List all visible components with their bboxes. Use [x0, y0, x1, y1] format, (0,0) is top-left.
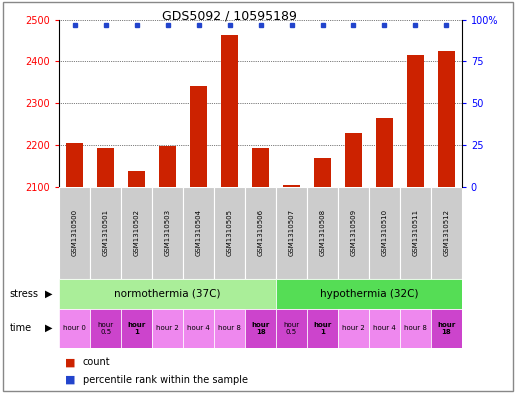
FancyBboxPatch shape — [59, 309, 90, 348]
FancyBboxPatch shape — [121, 309, 152, 348]
FancyBboxPatch shape — [214, 187, 245, 279]
Text: hour
1: hour 1 — [127, 321, 146, 335]
Text: hour
1: hour 1 — [313, 321, 332, 335]
Bar — [314, 158, 331, 187]
FancyBboxPatch shape — [431, 187, 462, 279]
Bar — [221, 35, 238, 187]
Text: GSM1310511: GSM1310511 — [412, 209, 418, 256]
Text: hour 4: hour 4 — [187, 325, 210, 331]
Text: percentile rank within the sample: percentile rank within the sample — [83, 375, 248, 385]
Text: GDS5092 / 10595189: GDS5092 / 10595189 — [162, 10, 297, 23]
Text: GSM1310505: GSM1310505 — [227, 209, 233, 256]
FancyBboxPatch shape — [183, 309, 214, 348]
Bar — [67, 143, 84, 187]
Text: GSM1310504: GSM1310504 — [196, 209, 202, 256]
Text: ▶: ▶ — [45, 323, 53, 333]
Bar — [252, 148, 269, 187]
FancyBboxPatch shape — [276, 279, 462, 309]
Text: hour
18: hour 18 — [251, 321, 270, 335]
Text: GSM1310502: GSM1310502 — [134, 209, 140, 256]
Text: ▶: ▶ — [45, 289, 53, 299]
Text: GSM1310510: GSM1310510 — [381, 209, 388, 256]
Text: GSM1310507: GSM1310507 — [288, 209, 295, 256]
FancyBboxPatch shape — [400, 187, 431, 279]
Text: GSM1310501: GSM1310501 — [103, 209, 109, 256]
Text: hour
0.5: hour 0.5 — [98, 321, 114, 335]
Bar — [159, 146, 176, 187]
FancyBboxPatch shape — [276, 309, 307, 348]
Text: GSM1310503: GSM1310503 — [165, 209, 171, 256]
FancyBboxPatch shape — [90, 187, 121, 279]
Bar — [190, 86, 207, 187]
FancyBboxPatch shape — [152, 187, 183, 279]
Text: GSM1310512: GSM1310512 — [443, 209, 449, 256]
FancyBboxPatch shape — [338, 309, 369, 348]
Text: hour 2: hour 2 — [156, 325, 179, 331]
Bar — [283, 185, 300, 187]
Text: time: time — [9, 323, 31, 333]
FancyBboxPatch shape — [183, 187, 214, 279]
Text: GSM1310508: GSM1310508 — [319, 209, 326, 256]
Text: hour 0: hour 0 — [63, 325, 86, 331]
Text: hour
18: hour 18 — [437, 321, 456, 335]
FancyBboxPatch shape — [214, 309, 245, 348]
FancyBboxPatch shape — [369, 309, 400, 348]
Bar — [128, 171, 146, 187]
FancyBboxPatch shape — [59, 187, 90, 279]
Text: hour 8: hour 8 — [218, 325, 241, 331]
Bar — [97, 148, 115, 187]
FancyBboxPatch shape — [431, 309, 462, 348]
Text: normothermia (37C): normothermia (37C) — [115, 289, 221, 299]
Bar — [345, 133, 362, 187]
Text: stress: stress — [9, 289, 38, 299]
Text: hour 4: hour 4 — [373, 325, 396, 331]
Text: GSM1310500: GSM1310500 — [72, 209, 78, 256]
FancyBboxPatch shape — [338, 187, 369, 279]
FancyBboxPatch shape — [59, 279, 276, 309]
Text: count: count — [83, 358, 110, 367]
Bar — [376, 118, 393, 187]
Text: ■: ■ — [64, 375, 75, 385]
FancyBboxPatch shape — [152, 309, 183, 348]
FancyBboxPatch shape — [245, 309, 276, 348]
FancyBboxPatch shape — [400, 309, 431, 348]
FancyBboxPatch shape — [369, 187, 400, 279]
Text: hypothermia (32C): hypothermia (32C) — [320, 289, 418, 299]
Text: GSM1310509: GSM1310509 — [350, 209, 357, 256]
Text: hour 2: hour 2 — [342, 325, 365, 331]
Text: ■: ■ — [64, 358, 75, 367]
FancyBboxPatch shape — [90, 309, 121, 348]
FancyBboxPatch shape — [245, 187, 276, 279]
Text: hour 8: hour 8 — [404, 325, 427, 331]
Bar — [407, 55, 424, 187]
Text: GSM1310506: GSM1310506 — [257, 209, 264, 256]
FancyBboxPatch shape — [307, 309, 338, 348]
FancyBboxPatch shape — [276, 187, 307, 279]
Text: hour
0.5: hour 0.5 — [283, 321, 300, 335]
FancyBboxPatch shape — [307, 187, 338, 279]
FancyBboxPatch shape — [121, 187, 152, 279]
Bar — [438, 51, 455, 187]
